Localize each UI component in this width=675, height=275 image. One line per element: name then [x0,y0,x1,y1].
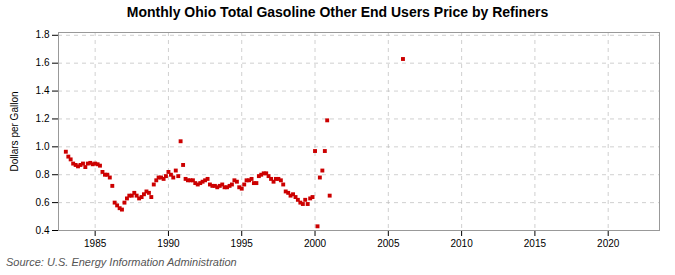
svg-text:0.8: 0.8 [36,169,50,180]
svg-text:1985: 1985 [84,238,107,249]
svg-text:2000: 2000 [304,238,327,249]
svg-text:0.4: 0.4 [36,225,50,236]
svg-text:2020: 2020 [597,238,620,249]
svg-text:1.2: 1.2 [36,113,50,124]
svg-text:Dollars per Gallon: Dollars per Gallon [9,91,20,171]
svg-text:1.8: 1.8 [36,29,50,40]
svg-text:1995: 1995 [231,238,254,249]
svg-text:2005: 2005 [377,238,400,249]
html-text:Monthly Ohio Total Gasoline Ot: Monthly Ohio Total Gasoline Other End Us… [126,4,549,20]
svg-text:1.6: 1.6 [36,57,50,68]
svg-text:1.4: 1.4 [36,85,50,96]
svg-text:2015: 2015 [524,238,547,249]
svg-text:1.0: 1.0 [36,141,50,152]
html-text:Source: U.S. Energy Informatio: Source: U.S. Energy Information Administ… [6,256,237,268]
svg-text:0.6: 0.6 [36,197,50,208]
svg-text:1990: 1990 [157,238,180,249]
svg-text:2010: 2010 [450,238,473,249]
